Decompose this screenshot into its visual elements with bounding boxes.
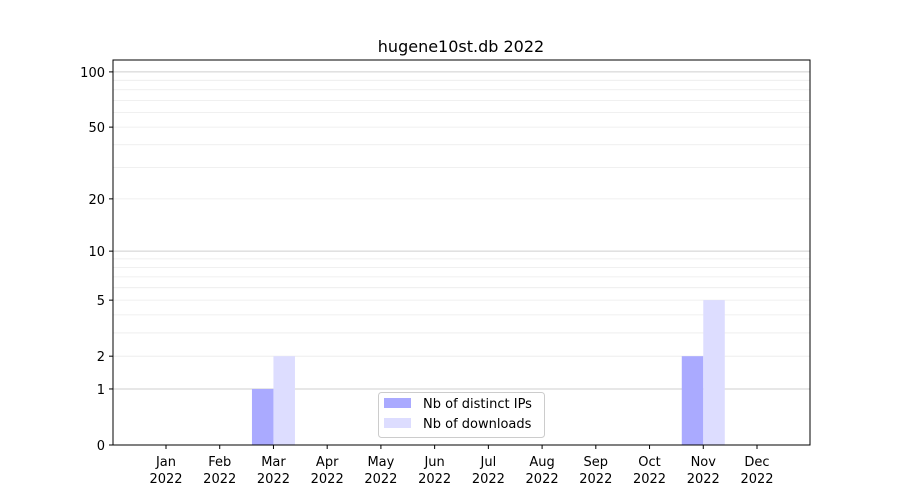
bar-distinct-ips bbox=[681, 356, 704, 445]
x-tick-label-year: 2022 bbox=[203, 472, 236, 487]
y-tick-label: 0 bbox=[97, 439, 105, 454]
y-tick-label: 1 bbox=[97, 383, 105, 398]
y-tick-label: 2 bbox=[97, 350, 105, 365]
legend: Nb of distinct IPs Nb of downloads bbox=[378, 392, 545, 438]
legend-swatch bbox=[384, 398, 411, 408]
y-axis: 0 1 2 5 10 20 50 100 bbox=[80, 66, 113, 454]
x-tick-label-year: 2022 bbox=[257, 472, 290, 487]
x-tick-label-month: Oct bbox=[638, 455, 660, 470]
y-tick-label: 50 bbox=[88, 121, 105, 136]
x-axis: Jan 2022 Feb 2022 Mar 2022 Apr 2022 May 2022 Jun 20… bbox=[149, 445, 774, 487]
x-tick-label-month: Jan bbox=[155, 455, 176, 470]
x-tick-label-year: 2022 bbox=[633, 472, 666, 487]
x-tick-label-month: Mar bbox=[261, 455, 286, 470]
x-tick-label-month: Feb bbox=[208, 455, 231, 470]
x-tick-label-month: Apr bbox=[316, 455, 339, 470]
x-tick-label-year: 2022 bbox=[311, 472, 344, 487]
x-tick-label-month: May bbox=[367, 455, 394, 470]
x-tick-label-year: 2022 bbox=[687, 472, 720, 487]
x-tick-label-year: 2022 bbox=[149, 472, 182, 487]
x-tick-label-month: Dec bbox=[744, 455, 769, 470]
legend-box bbox=[378, 392, 545, 438]
x-tick-label-year: 2022 bbox=[418, 472, 451, 487]
legend-label: Nb of distinct IPs bbox=[423, 397, 532, 412]
bar-downloads bbox=[703, 300, 725, 445]
y-tick-label: 10 bbox=[88, 245, 105, 260]
plot-frame bbox=[112, 59, 811, 446]
y-tick-label: 100 bbox=[80, 66, 105, 81]
grid bbox=[113, 71, 810, 390]
x-tick-label-year: 2022 bbox=[740, 472, 773, 487]
x-tick-label-month: Jul bbox=[480, 455, 497, 470]
x-tick-label-month: Jun bbox=[423, 455, 444, 470]
x-tick-label-year: 2022 bbox=[526, 472, 559, 487]
legend-swatch bbox=[384, 418, 411, 428]
x-tick-label-month: Aug bbox=[529, 455, 554, 470]
bar-distinct-ips bbox=[251, 388, 274, 445]
bars bbox=[251, 300, 725, 445]
y-tick-label: 5 bbox=[97, 294, 105, 309]
chart-title: hugene10st.db 2022 bbox=[378, 37, 544, 56]
x-tick-label-year: 2022 bbox=[579, 472, 612, 487]
x-tick-label-month: Nov bbox=[691, 455, 717, 470]
x-tick-label-year: 2022 bbox=[364, 472, 397, 487]
x-tick-label-month: Sep bbox=[584, 455, 609, 470]
y-tick-label: 20 bbox=[88, 193, 105, 208]
bar-downloads bbox=[273, 356, 295, 445]
legend-label: Nb of downloads bbox=[423, 417, 532, 432]
x-tick-label-year: 2022 bbox=[472, 472, 505, 487]
